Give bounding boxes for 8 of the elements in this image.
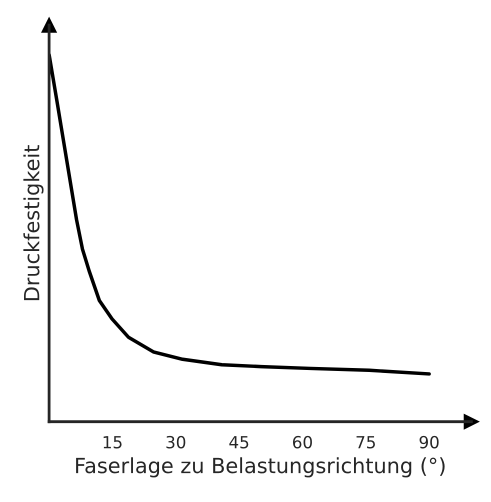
x-tick-label: 60	[293, 436, 312, 448]
x-axis-title: Faserlage zu Belastungsrichtung (°)	[76, 457, 445, 478]
x-tick-label: 45	[229, 436, 248, 448]
y-axis-title: Druckfestigkeit	[23, 145, 44, 300]
x-tick-label: 90	[420, 436, 439, 448]
x-tick-label: 15	[104, 436, 122, 448]
x-tick-label: 75	[356, 436, 375, 448]
x-tick-label: 30	[166, 436, 186, 448]
